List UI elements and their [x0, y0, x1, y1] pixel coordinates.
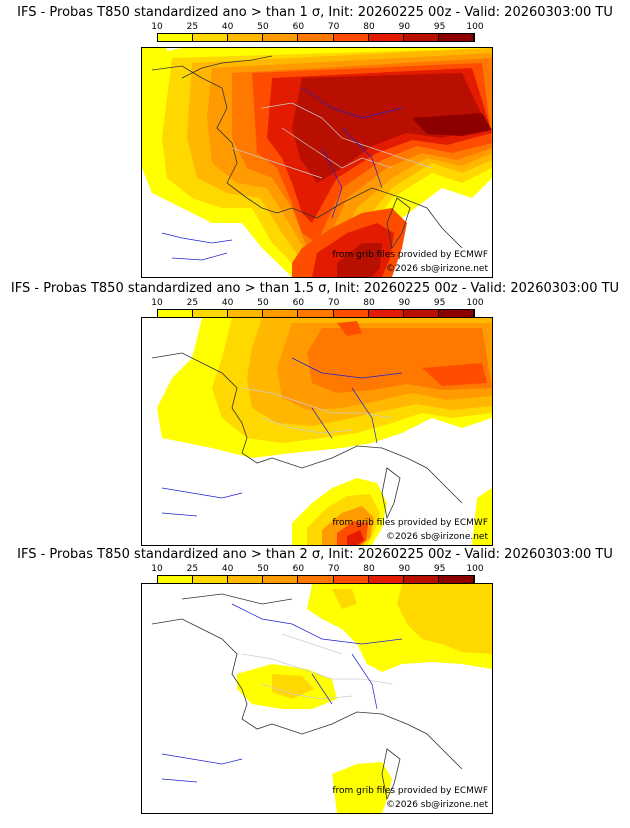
- scale-label: 80: [363, 298, 375, 308]
- scale-label: 50: [257, 564, 269, 574]
- scale-label: 80: [363, 22, 375, 32]
- scale-swatch: [403, 310, 439, 317]
- scale-label: 25: [186, 298, 199, 308]
- scale-label: 50: [257, 22, 269, 32]
- scale-label: 100: [466, 564, 484, 574]
- scale-label: 60: [292, 22, 305, 32]
- scale-swatch: [228, 34, 264, 41]
- scale-label: 90: [398, 298, 411, 308]
- scale-swatch: [158, 310, 194, 317]
- copyright: ©2026 sb@irizone.net: [386, 800, 488, 810]
- probability-map: from grib files provided by ECMWF ©2026 …: [141, 317, 493, 546]
- panel-title: IFS - Probas T850 standardized ano > tha…: [17, 547, 613, 562]
- scale-label: 95: [433, 298, 446, 308]
- scale-labels: 10 25 40 50 60 70 80 90 95 100: [151, 22, 483, 32]
- scale-swatch: [403, 34, 439, 41]
- scale-swatch: [158, 34, 194, 41]
- scale-swatch: [228, 310, 264, 317]
- scale-swatches: [157, 309, 475, 318]
- data-credit: from grib files provided by ECMWF: [332, 518, 488, 528]
- panel-title: IFS - Probas T850 standardized ano > tha…: [17, 5, 613, 20]
- scale-swatch: [193, 310, 229, 317]
- scale-label: 90: [398, 564, 411, 574]
- data-credit: from grib files provided by ECMWF: [332, 250, 488, 260]
- scale-swatch: [193, 576, 229, 583]
- scale-swatch: [368, 576, 404, 583]
- scale-label: 10: [151, 22, 163, 32]
- color-scale-bar: 10 25 40 50 60 70 80 90 95 100: [151, 22, 484, 42]
- scale-label: 80: [363, 564, 375, 574]
- scale-label: 25: [186, 564, 199, 574]
- scale-swatch: [333, 34, 369, 41]
- scale-label: 70: [327, 564, 340, 574]
- scale-swatch: [403, 576, 439, 583]
- scale-swatch: [298, 576, 334, 583]
- scale-swatch: [368, 310, 404, 317]
- scale-swatch: [228, 576, 264, 583]
- scale-label: 95: [433, 564, 446, 574]
- data-credit: from grib files provided by ECMWF: [332, 786, 488, 796]
- scale-label: 100: [466, 22, 484, 32]
- scale-label: 70: [327, 298, 340, 308]
- scale-label: 40: [221, 298, 234, 308]
- copyright: ©2026 sb@irizone.net: [386, 264, 488, 274]
- scale-swatch: [438, 34, 474, 41]
- scale-swatch: [438, 576, 474, 583]
- scale-swatches: [157, 33, 475, 42]
- scale-labels: 10 25 40 50 60 70 80 90 95 100: [151, 298, 483, 308]
- panel-title: IFS - Probas T850 standardized ano > tha…: [10, 281, 620, 296]
- color-scale-bar: 10 25 40 50 60 70 80 90 95 100: [151, 298, 484, 318]
- scale-label: 90: [398, 22, 411, 32]
- probability-map: from grib files provided by ECMWF ©2026 …: [141, 47, 493, 278]
- scale-label: 50: [257, 298, 269, 308]
- scale-labels: 10 25 40 50 60 70 80 90 95 100: [151, 564, 483, 574]
- scale-swatch: [263, 310, 299, 317]
- scale-label: 10: [151, 564, 163, 574]
- color-scale-bar: 10 25 40 50 60 70 80 90 95 100: [151, 564, 484, 584]
- copyright: ©2026 sb@irizone.net: [386, 532, 488, 542]
- probability-map: from grib files provided by ECMWF ©2026 …: [141, 583, 493, 814]
- scale-swatch: [368, 34, 404, 41]
- scale-swatch: [298, 310, 334, 317]
- scale-swatch: [438, 310, 474, 317]
- scale-swatches: [157, 575, 475, 584]
- scale-swatch: [263, 576, 299, 583]
- scale-label: 60: [292, 564, 305, 574]
- scale-label: 40: [221, 22, 234, 32]
- scale-label: 10: [151, 298, 163, 308]
- scale-swatch: [298, 34, 334, 41]
- scale-label: 40: [221, 564, 234, 574]
- scale-swatch: [193, 34, 229, 41]
- scale-label: 25: [186, 22, 199, 32]
- scale-swatch: [333, 576, 369, 583]
- scale-swatch: [263, 34, 299, 41]
- scale-label: 100: [466, 298, 484, 308]
- scale-swatch: [158, 576, 194, 583]
- scale-label: 70: [327, 22, 340, 32]
- scale-label: 95: [433, 22, 446, 32]
- scale-label: 60: [292, 298, 305, 308]
- scale-swatch: [333, 310, 369, 317]
